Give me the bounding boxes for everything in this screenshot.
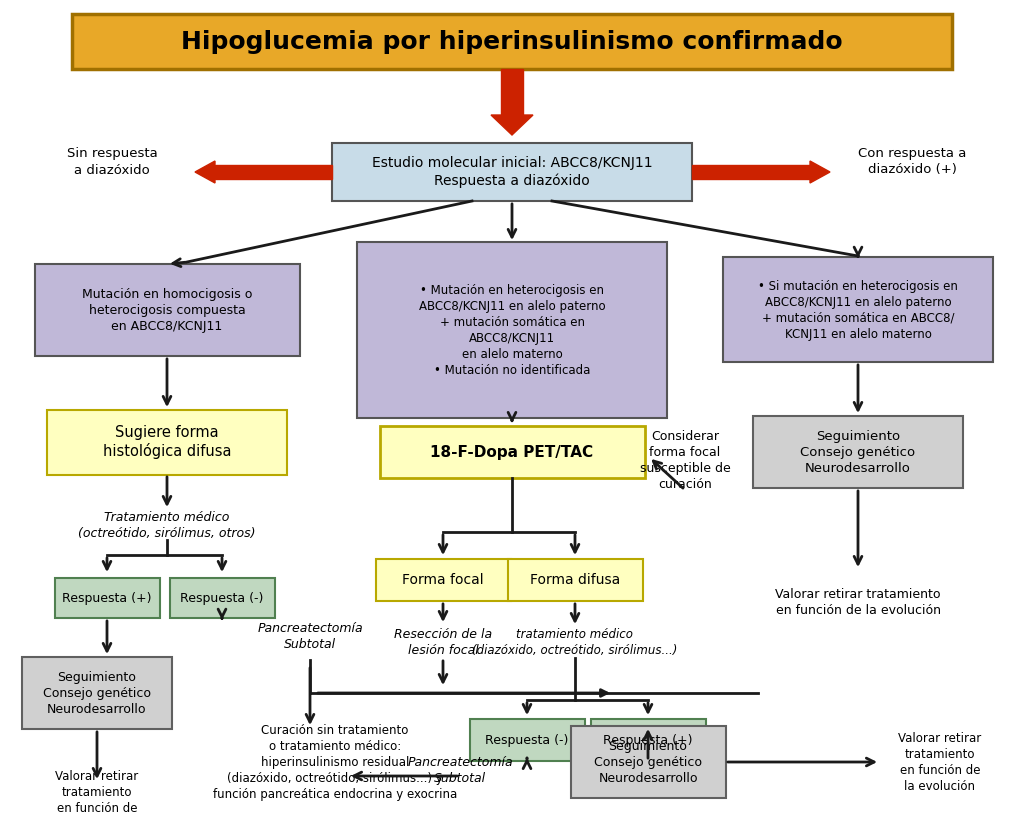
Text: Forma focal: Forma focal	[402, 573, 483, 587]
Text: Sugiere forma
histológica difusa: Sugiere forma histológica difusa	[102, 424, 231, 459]
Text: Valorar retirar tratamiento
en función de la evolución: Valorar retirar tratamiento en función d…	[775, 588, 941, 616]
FancyBboxPatch shape	[54, 578, 160, 618]
Text: • Mutación en heterocigosis en
ABCC8/KCNJ11 en alelo paterno
+ mutación somática: • Mutación en heterocigosis en ABCC8/KCN…	[419, 284, 605, 376]
Polygon shape	[810, 161, 830, 183]
Text: Seguimiento
Consejo genético
Neurodesarrollo: Seguimiento Consejo genético Neurodesarr…	[43, 671, 151, 715]
Polygon shape	[490, 115, 534, 135]
Text: Respuesta (+): Respuesta (+)	[603, 733, 693, 746]
FancyBboxPatch shape	[380, 426, 644, 478]
Text: 18-F-Dopa PET/TAC: 18-F-Dopa PET/TAC	[430, 445, 594, 459]
Text: tratamiento médico
(diazóxido, octreótido, sirólimus...): tratamiento médico (diazóxido, octreótid…	[472, 628, 678, 657]
FancyBboxPatch shape	[332, 143, 692, 201]
Text: Estudio molecular inicial: ABCC8/KCNJ11
Respuesta a diazóxido: Estudio molecular inicial: ABCC8/KCNJ11 …	[372, 156, 652, 188]
Text: Sin respuesta
a diazóxido: Sin respuesta a diazóxido	[67, 147, 158, 176]
FancyBboxPatch shape	[570, 726, 725, 798]
FancyBboxPatch shape	[376, 559, 511, 601]
FancyBboxPatch shape	[508, 559, 642, 601]
Polygon shape	[215, 165, 332, 179]
Text: Hipoglucemia por hiperinsulinismo confirmado: Hipoglucemia por hiperinsulinismo confir…	[181, 30, 843, 54]
FancyBboxPatch shape	[357, 242, 667, 418]
Text: Respuesta (-): Respuesta (-)	[180, 592, 264, 605]
FancyBboxPatch shape	[753, 416, 963, 488]
Text: Forma difusa: Forma difusa	[529, 573, 621, 587]
FancyBboxPatch shape	[170, 578, 274, 618]
Polygon shape	[692, 165, 810, 179]
Text: Pancreatectomía
Subtotal: Pancreatectomía Subtotal	[257, 621, 362, 650]
Text: Resección de la
lesión focal: Resección de la lesión focal	[394, 628, 493, 657]
Text: Pancreatectomía
Subtotal: Pancreatectomía Subtotal	[408, 755, 513, 785]
FancyBboxPatch shape	[591, 719, 706, 761]
Text: Considerar
forma focal
susceptible de
curación: Considerar forma focal susceptible de cu…	[640, 429, 730, 490]
Text: Valorar retirar
tratamiento
en función de
la evolución: Valorar retirar tratamiento en función d…	[898, 732, 982, 793]
FancyBboxPatch shape	[72, 15, 952, 69]
Polygon shape	[501, 69, 523, 115]
FancyBboxPatch shape	[47, 410, 287, 475]
FancyBboxPatch shape	[723, 258, 993, 363]
FancyBboxPatch shape	[35, 264, 299, 356]
Text: Respuesta (-): Respuesta (-)	[485, 733, 568, 746]
Text: Respuesta (+): Respuesta (+)	[62, 592, 152, 605]
Text: Mutación en homocigosis o
heterocigosis compuesta
en ABCC8/KCNJ11: Mutación en homocigosis o heterocigosis …	[82, 288, 252, 333]
Text: Seguimiento
Consejo genético
Neurodesarrollo: Seguimiento Consejo genético Neurodesarr…	[801, 429, 915, 475]
Text: • Si mutación en heterocigosis en
ABCC8/KCNJ11 en alelo paterno
+ mutación somát: • Si mutación en heterocigosis en ABCC8/…	[758, 280, 957, 341]
Text: Tratamiento médico
(octreótido, sirólimus, otros): Tratamiento médico (octreótido, sirólimu…	[78, 511, 256, 540]
Text: Curación sin tratamiento
o tratamiento médico:
hiperinsulinismo residual
(diazóx: Curación sin tratamiento o tratamiento m…	[213, 724, 457, 801]
Polygon shape	[195, 161, 215, 183]
Text: Valorar retirar
tratamiento
en función de
la evolución: Valorar retirar tratamiento en función d…	[55, 769, 138, 813]
Text: Con respuesta a
diazóxido (+): Con respuesta a diazóxido (+)	[858, 147, 967, 176]
FancyBboxPatch shape	[469, 719, 585, 761]
FancyBboxPatch shape	[22, 657, 172, 729]
Text: Seguimiento
Consejo genético
Neurodesarrollo: Seguimiento Consejo genético Neurodesarr…	[594, 740, 702, 785]
